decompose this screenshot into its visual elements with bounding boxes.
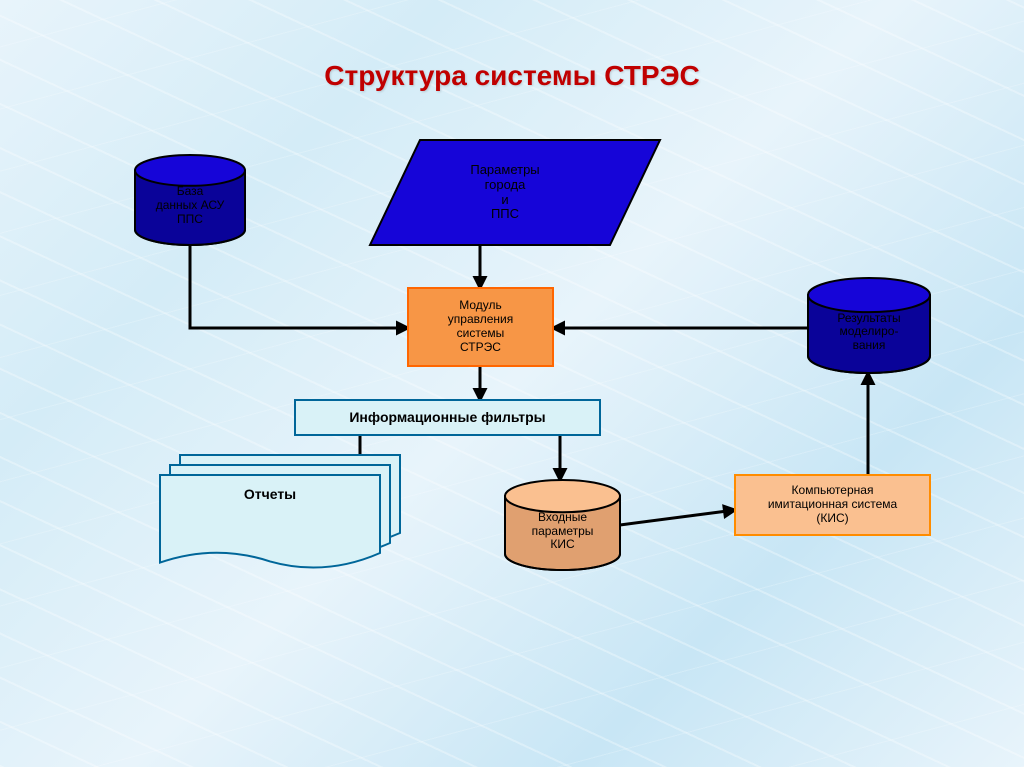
reports-label: Отчеты bbox=[160, 479, 380, 509]
db_acu-label: База данных АСУ ППС bbox=[135, 167, 245, 245]
module-label: Модуль управления системы СТРЭС bbox=[408, 288, 553, 366]
reports bbox=[160, 455, 400, 568]
filters-label: Информационные фильтры bbox=[295, 400, 600, 435]
kis bbox=[735, 475, 930, 535]
input_params-label: Входные параметры КИС bbox=[505, 493, 620, 570]
params_city-label: Параметры города и ППС bbox=[385, 140, 625, 245]
params_city bbox=[370, 140, 660, 245]
kis-label: Компьютерная имитационная система (КИС) bbox=[735, 475, 930, 535]
diagram-stage: Структура системы СТРЭС База данных АСУ … bbox=[0, 0, 1024, 767]
results-label: Результаты моделиро- вания bbox=[808, 292, 930, 373]
results bbox=[808, 278, 930, 373]
filters bbox=[295, 400, 600, 435]
db_acu bbox=[135, 155, 245, 245]
connectors-layer bbox=[0, 0, 1024, 767]
input_params bbox=[505, 480, 620, 570]
page-title: Структура системы СТРЭС bbox=[0, 60, 1024, 92]
module bbox=[408, 288, 553, 366]
